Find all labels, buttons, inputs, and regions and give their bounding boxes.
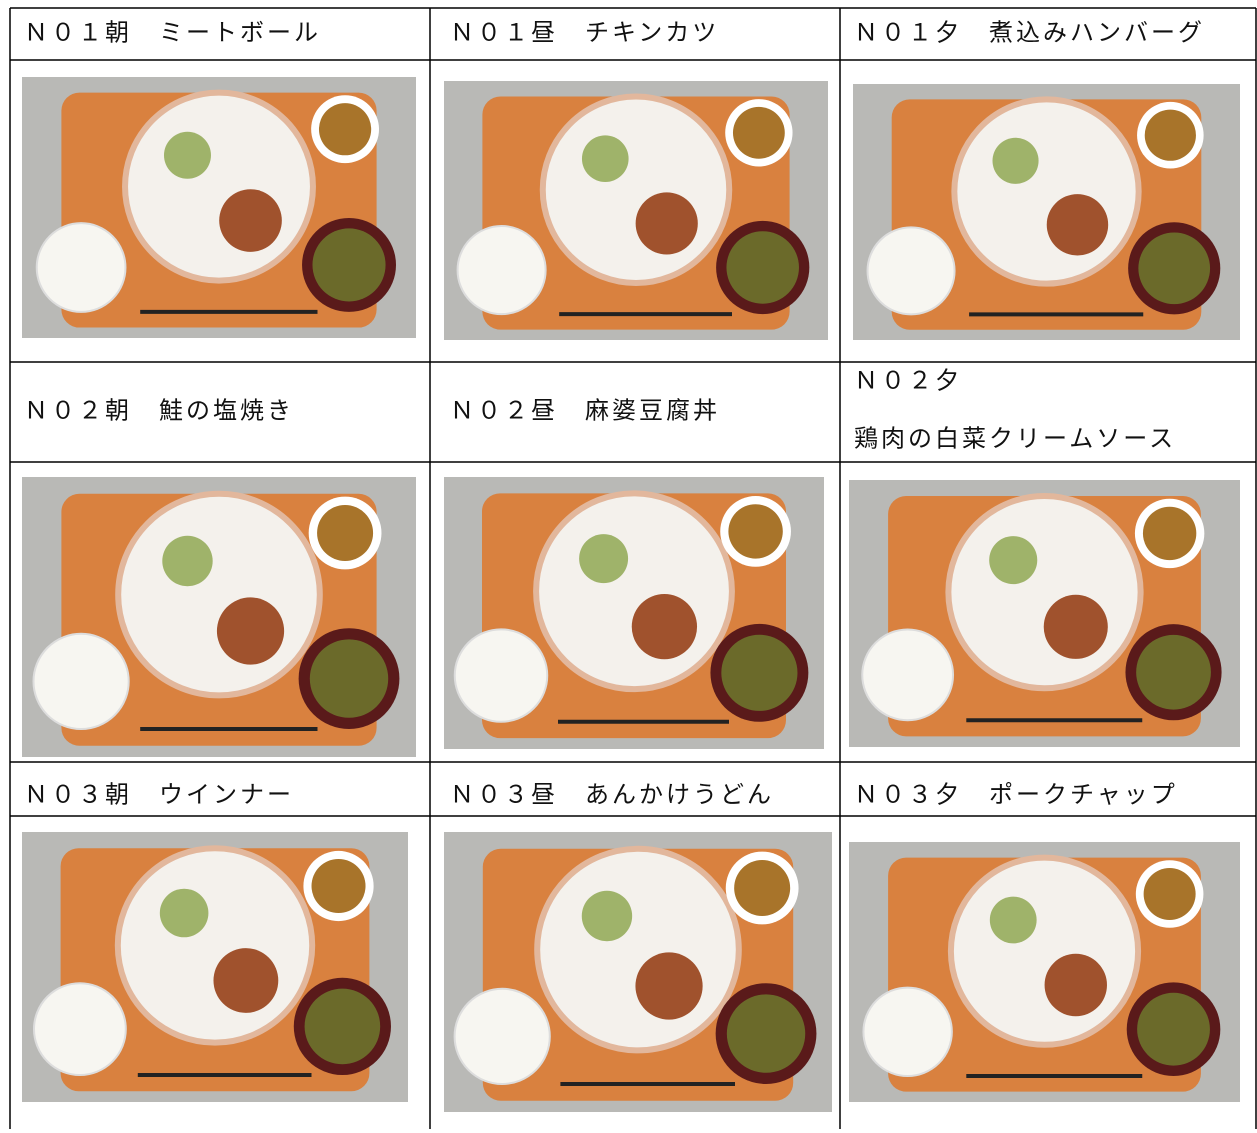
food bbox=[581, 135, 629, 183]
menu-label: Ｎ０３夕 ポークチャップ bbox=[854, 781, 1178, 809]
soup bbox=[312, 228, 386, 302]
food bbox=[635, 192, 698, 255]
meal-photo bbox=[444, 81, 828, 340]
tea bbox=[734, 860, 791, 916]
menu-label: Ｎ０３朝 ウインナー bbox=[24, 781, 294, 809]
plate bbox=[534, 845, 742, 1054]
food bbox=[163, 131, 211, 179]
soup bbox=[726, 231, 799, 304]
tea bbox=[1144, 109, 1196, 161]
food bbox=[216, 597, 285, 665]
plate bbox=[539, 93, 733, 287]
plate bbox=[951, 96, 1142, 287]
meal-photo bbox=[444, 832, 832, 1112]
soup bbox=[721, 634, 798, 711]
menu-label: Ｎ０１夕 煮込みハンバーグ bbox=[854, 19, 1205, 47]
tea bbox=[317, 505, 374, 561]
plate bbox=[115, 490, 323, 699]
soup bbox=[1138, 232, 1211, 305]
rice-bowl bbox=[862, 986, 953, 1078]
table-grid bbox=[9, 7, 1257, 1129]
menu-label: Ｎ０１朝 ミートボール bbox=[24, 19, 321, 47]
plate bbox=[122, 89, 316, 284]
tea bbox=[318, 103, 372, 156]
meal-photo bbox=[22, 477, 416, 757]
food bbox=[1043, 594, 1108, 659]
meal-photo bbox=[853, 84, 1240, 340]
menu-label: Ｎ０２朝 鮭の塩焼き bbox=[24, 397, 294, 425]
tea bbox=[311, 859, 366, 913]
plate bbox=[114, 845, 316, 1046]
rice-bowl bbox=[861, 628, 955, 722]
food bbox=[579, 534, 629, 584]
soup bbox=[304, 988, 381, 1065]
soup bbox=[309, 639, 389, 718]
soup bbox=[1136, 634, 1211, 710]
meal-photo bbox=[444, 477, 824, 749]
rice-bowl bbox=[35, 222, 127, 313]
food bbox=[989, 536, 1038, 585]
soup bbox=[726, 994, 806, 1073]
menu-label: 鶏肉の白菜クリームソース bbox=[854, 425, 1176, 453]
meal-photo bbox=[22, 832, 408, 1102]
tea bbox=[732, 106, 785, 159]
food bbox=[989, 896, 1037, 944]
rice-bowl bbox=[453, 628, 549, 723]
rice-bowl bbox=[32, 632, 130, 731]
food bbox=[1046, 194, 1109, 256]
meal-photo bbox=[849, 480, 1240, 747]
rice-bowl bbox=[33, 982, 127, 1076]
food bbox=[581, 890, 633, 942]
rice-bowl bbox=[866, 226, 956, 316]
menu-label: Ｎ０２夕 bbox=[854, 367, 962, 395]
food bbox=[635, 952, 703, 1020]
menu-label: Ｎ０２昼 麻婆豆腐丼 bbox=[450, 397, 720, 425]
tea bbox=[1143, 868, 1196, 920]
menu-label: Ｎ０１昼 チキンカツ bbox=[450, 19, 719, 47]
soup bbox=[1137, 992, 1210, 1066]
food bbox=[992, 137, 1039, 184]
meal-photo bbox=[22, 77, 416, 338]
plate bbox=[945, 493, 1144, 692]
tea bbox=[1142, 506, 1197, 561]
rice-bowl bbox=[453, 987, 551, 1086]
food bbox=[1044, 953, 1107, 1017]
food bbox=[631, 593, 698, 660]
food bbox=[162, 535, 213, 587]
plate bbox=[533, 490, 735, 693]
rice-bowl bbox=[456, 225, 547, 316]
food bbox=[213, 948, 279, 1013]
meal-photo bbox=[849, 842, 1240, 1102]
tea bbox=[728, 504, 783, 559]
food bbox=[159, 888, 209, 938]
menu-label: Ｎ０３昼 あんかけうどん bbox=[450, 781, 774, 809]
plate bbox=[947, 854, 1142, 1048]
food bbox=[219, 189, 282, 252]
